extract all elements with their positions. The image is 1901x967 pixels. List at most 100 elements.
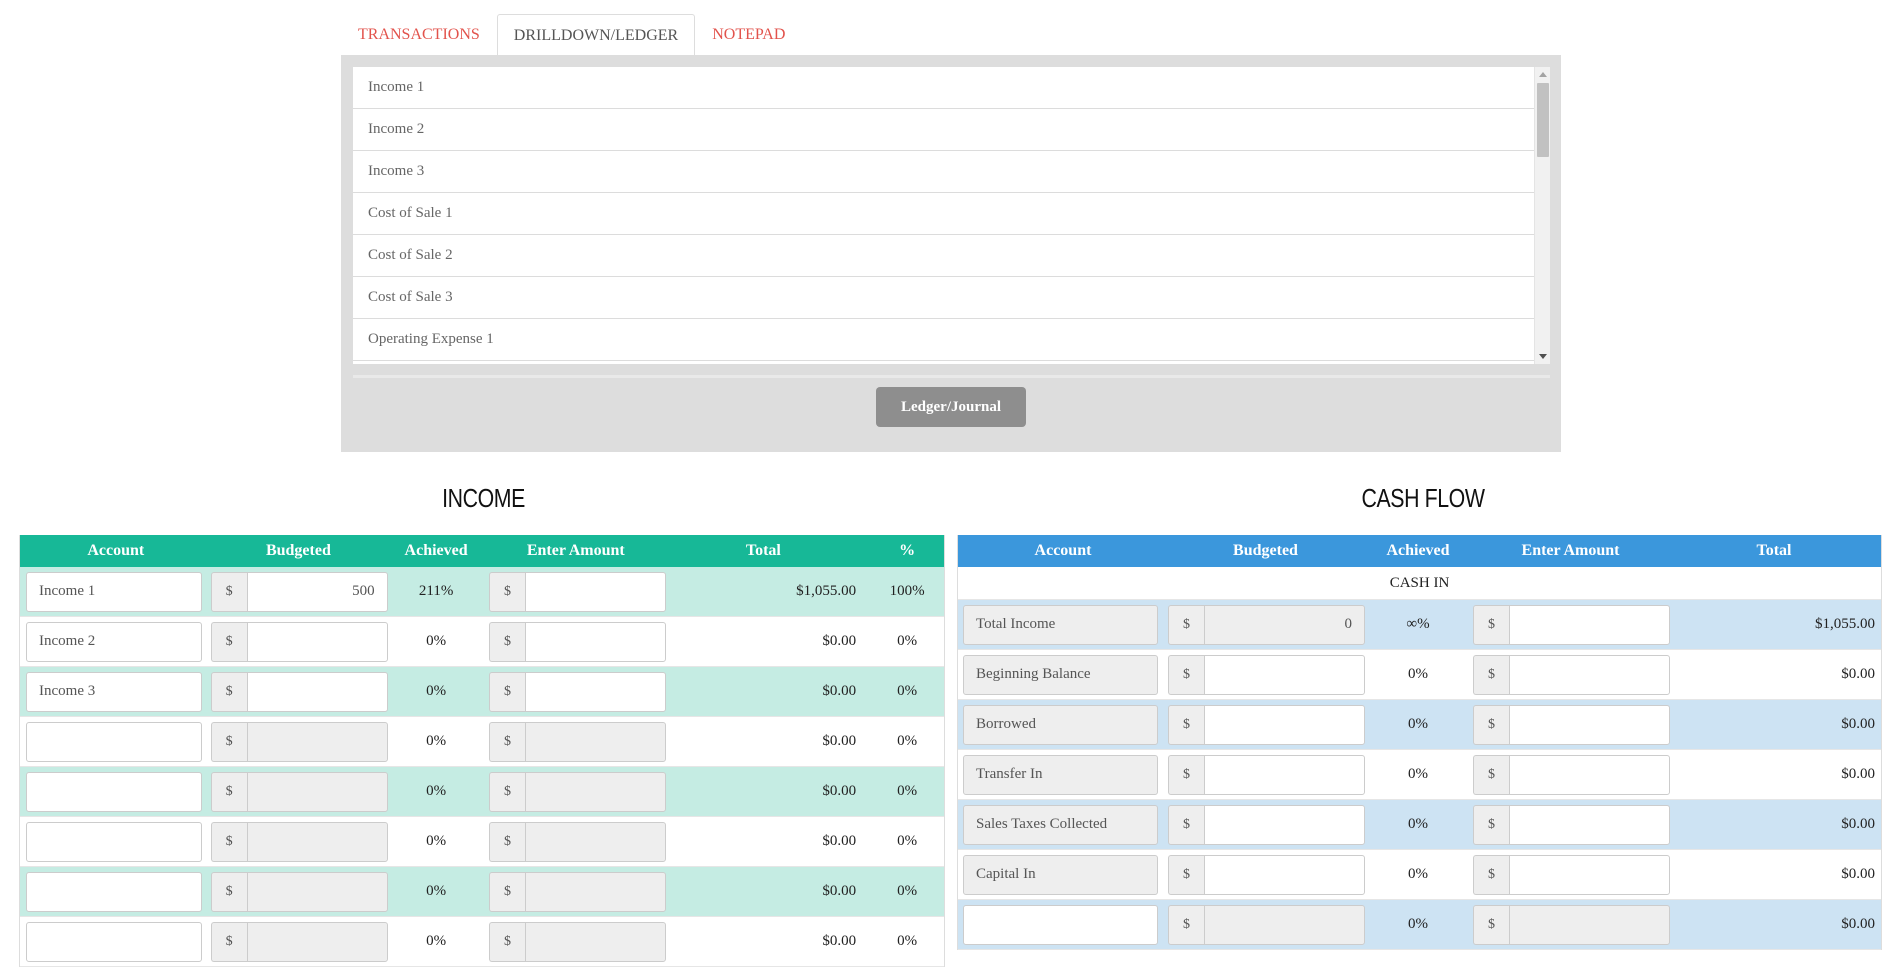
account-field[interactable]	[26, 921, 202, 962]
list-item[interactable]: Income 2	[353, 109, 1534, 151]
total-value: $0.00	[822, 783, 857, 799]
account-field[interactable]	[26, 821, 202, 862]
account-field[interactable]: Income 3	[26, 671, 202, 712]
total-value: $0.00	[1841, 916, 1875, 932]
enter-amount-input-group: $	[1473, 804, 1670, 845]
budgeted-cell: $	[1163, 904, 1368, 945]
enter-amount-field[interactable]	[1509, 654, 1670, 695]
budgeted-field[interactable]	[1204, 754, 1365, 795]
dollar-addon: $	[489, 571, 525, 612]
enter-amount-field[interactable]	[1509, 854, 1670, 895]
list-item[interactable]: Operating Expense 1	[353, 319, 1534, 361]
dollar-addon: $	[1168, 754, 1204, 795]
enter-amount-field[interactable]	[1509, 804, 1670, 845]
enter-amount-cell: $	[1468, 904, 1673, 945]
income-table-header: Account Budgeted Achieved Enter Amount T…	[20, 535, 944, 567]
col-percent: %	[899, 542, 916, 559]
enter-amount-cell: $	[1468, 604, 1673, 645]
account-field[interactable]: Income 2	[26, 621, 202, 662]
tab-notepad[interactable]: NOTEPAD	[712, 26, 786, 43]
enter-amount-input-group: $	[489, 871, 666, 912]
panel-divider	[353, 375, 1550, 378]
budgeted-field[interactable]	[1204, 654, 1365, 695]
account-cell	[20, 721, 206, 762]
table-row: Capital In $0% $ $0.00	[958, 850, 1881, 900]
table-row: Income 2 $0% $ $0.00 0%	[20, 617, 944, 667]
enter-amount-field[interactable]	[525, 671, 666, 712]
account-field[interactable]	[26, 721, 202, 762]
dollar-addon: $	[1473, 654, 1509, 695]
budgeted-field[interactable]	[1204, 854, 1365, 895]
table-row: Borrowed $0% $ $0.00	[958, 700, 1881, 750]
achieved-value: 211%	[418, 583, 454, 599]
enter-amount-input-group: $	[489, 671, 666, 712]
listbox-scrollbar[interactable]	[1534, 67, 1550, 364]
dollar-addon: $	[489, 821, 525, 862]
col-achieved: Achieved	[404, 542, 468, 559]
budgeted-input-group: $	[1168, 854, 1365, 895]
tab-transactions[interactable]: TRANSACTIONS	[358, 26, 480, 43]
account-cell	[20, 821, 206, 862]
list-item[interactable]: Cost of Sale 2	[353, 235, 1534, 277]
account-cell: Beginning Balance	[958, 654, 1163, 695]
percent-value: 0%	[897, 683, 918, 699]
dollar-addon: $	[210, 771, 247, 812]
budgeted-field[interactable]	[246, 621, 388, 662]
cashflow-table: Account Budgeted Achieved Enter Amount T…	[957, 535, 1882, 950]
list-item[interactable]: Income 3	[353, 151, 1534, 193]
enter-amount-field[interactable]	[1509, 604, 1670, 645]
dollar-addon: $	[489, 671, 525, 712]
achieved-value: 0%	[426, 683, 447, 699]
budgeted-cell: $	[206, 621, 392, 662]
table-row: Transfer In $0% $ $0.00	[958, 750, 1881, 800]
table-row: $0% $ $0.00 0%	[20, 717, 944, 767]
dollar-addon: $	[210, 621, 247, 662]
budgeted-cell: $	[1163, 804, 1368, 845]
dollar-addon: $	[210, 821, 247, 862]
enter-amount-input-group: $	[1473, 604, 1670, 645]
budgeted-cell: $0	[1163, 604, 1368, 645]
budgeted-cell: $	[1163, 854, 1368, 895]
tab-drilldown-ledger[interactable]: DRILLDOWN/LEDGER	[496, 14, 696, 57]
scroll-up-arrow-icon[interactable]	[1539, 72, 1547, 77]
budgeted-input-group: $	[210, 921, 388, 962]
enter-amount-cell: $	[481, 871, 671, 912]
list-item[interactable]: Cost of Sale 3	[353, 277, 1534, 319]
enter-amount-cell: $	[481, 921, 671, 962]
ledger-journal-button[interactable]: Ledger/Journal	[876, 387, 1026, 427]
list-item[interactable]: Income 1	[353, 67, 1534, 109]
budgeted-field[interactable]	[1204, 804, 1365, 845]
scroll-down-arrow-icon[interactable]	[1539, 354, 1547, 359]
account-field[interactable]	[26, 771, 202, 812]
col-enter-amount: Enter Amount	[1521, 542, 1620, 559]
enter-amount-field[interactable]	[525, 621, 666, 662]
achieved-value: 0%	[1408, 916, 1428, 932]
account-field[interactable]: Income 1	[26, 571, 202, 612]
enter-amount-field	[1509, 904, 1670, 945]
cashflow-table-header: Account Budgeted Achieved Enter Amount T…	[958, 535, 1881, 567]
enter-amount-field[interactable]	[525, 571, 666, 612]
income-table-body: Income 1 $500 211% $ $1,055.00 100% Income 2 $0…	[20, 567, 944, 967]
budgeted-field[interactable]: 500	[246, 571, 388, 612]
scroll-thumb[interactable]	[1537, 83, 1549, 157]
total-value: $1,055.00	[1815, 616, 1875, 632]
enter-amount-field[interactable]	[1509, 704, 1670, 745]
col-total: Total	[745, 542, 781, 559]
account-listbox[interactable]: Income 1 Income 2 Income 3 Cost of Sale …	[353, 67, 1550, 364]
account-field: Capital In	[963, 854, 1158, 895]
budgeted-field: 0	[1204, 604, 1365, 645]
account-field[interactable]	[26, 871, 202, 912]
budgeted-input-group: $	[210, 821, 388, 862]
income-table: Account Budgeted Achieved Enter Amount T…	[19, 535, 945, 967]
enter-amount-field[interactable]	[1509, 754, 1670, 795]
list-item[interactable]: Cost of Sale 1	[353, 193, 1534, 235]
col-enter-amount: Enter Amount	[526, 542, 625, 559]
account-field[interactable]	[963, 904, 1158, 945]
budgeted-cell: $	[1163, 704, 1368, 745]
account-field: Sales Taxes Collected	[963, 804, 1158, 845]
enter-amount-input-group: $	[1473, 704, 1670, 745]
col-account: Account	[87, 542, 145, 559]
budgeted-field[interactable]	[1204, 704, 1365, 745]
budgeted-field[interactable]	[246, 671, 388, 712]
budgeted-cell: $	[1163, 654, 1368, 695]
